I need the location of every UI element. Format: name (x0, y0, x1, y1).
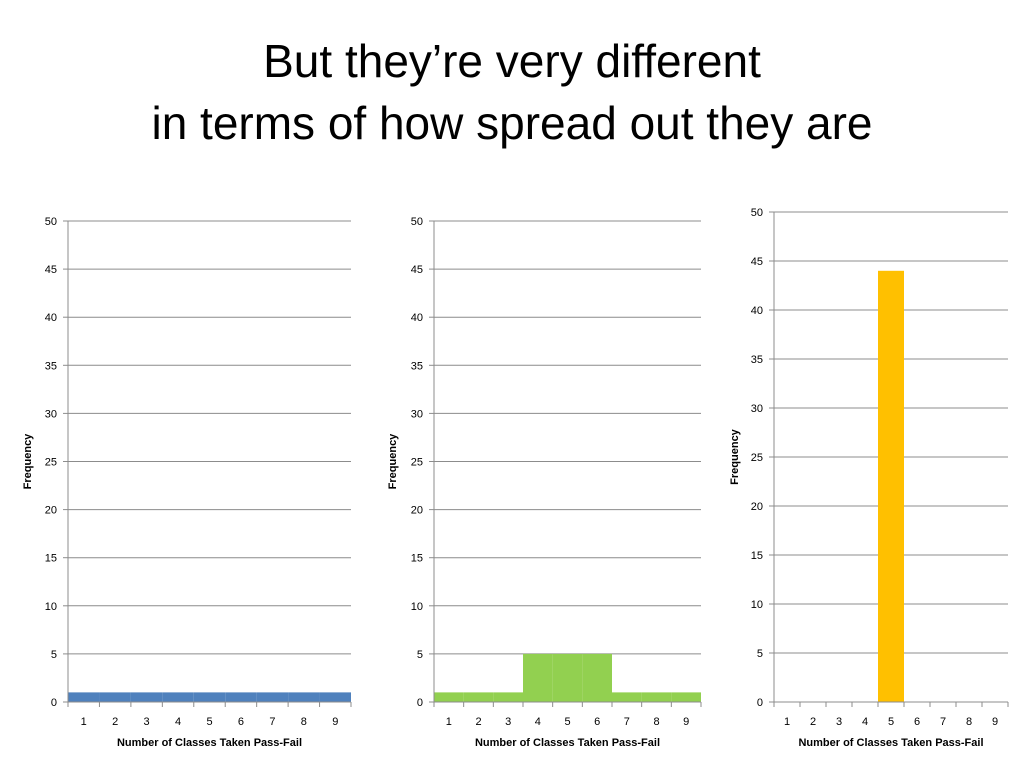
bar-6 (582, 653, 612, 702)
x-tick-label: 2 (112, 716, 118, 728)
y-tick-label: 25 (751, 452, 763, 464)
y-tick-label: 20 (751, 501, 763, 513)
y-tick-label: 30 (45, 408, 57, 420)
y-tick-label: 45 (751, 256, 763, 268)
bar-2 (99, 692, 131, 702)
x-tick-label: 8 (966, 716, 972, 728)
y-tick-label: 40 (751, 305, 763, 317)
x-tick-label: 4 (175, 716, 181, 728)
y-tick-label: 0 (417, 697, 423, 709)
y-tick-label: 20 (45, 505, 57, 517)
bar-3 (493, 692, 523, 702)
x-tick-label: 9 (992, 716, 998, 728)
x-tick-label: 6 (238, 716, 244, 728)
x-tick-label: 5 (888, 716, 894, 728)
bar-7 (256, 692, 289, 702)
y-tick-label: 40 (45, 312, 57, 324)
y-tick-label: 25 (411, 457, 423, 469)
x-tick-label: 8 (301, 716, 307, 728)
bar-5 (878, 270, 904, 702)
y-tick-label: 25 (45, 457, 57, 469)
bar-5 (552, 653, 583, 702)
x-tick-label: 7 (269, 716, 275, 728)
y-tick-label: 0 (51, 697, 57, 709)
x-tick-label: 6 (594, 716, 600, 728)
slide-title: But they’re very different in terms of h… (0, 30, 1024, 154)
x-axis-title: Number of Classes Taken Pass-Fail (798, 737, 983, 749)
y-tick-label: 20 (411, 505, 423, 517)
y-tick-label: 50 (411, 216, 423, 228)
y-tick-label: 15 (45, 553, 57, 565)
bar-4 (162, 692, 194, 702)
bar-5 (193, 692, 226, 702)
bar-8 (288, 692, 320, 702)
y-tick-label: 5 (417, 649, 423, 661)
x-tick-label: 9 (332, 716, 338, 728)
y-axis-title: Frequency (729, 428, 741, 485)
x-tick-label: 6 (914, 716, 920, 728)
x-tick-label: 4 (862, 716, 868, 728)
y-tick-label: 30 (411, 408, 423, 420)
y-tick-label: 0 (757, 697, 763, 709)
y-tick-label: 5 (51, 649, 57, 661)
bar-1 (68, 692, 100, 702)
y-tick-label: 35 (411, 360, 423, 372)
x-axis-title: Number of Classes Taken Pass-Fail (117, 737, 302, 749)
y-tick-label: 10 (45, 601, 57, 613)
bar-9 (319, 692, 351, 702)
y-tick-label: 10 (411, 601, 423, 613)
bar-2 (463, 692, 494, 702)
y-tick-label: 50 (751, 207, 763, 219)
bar-7 (612, 692, 642, 702)
x-tick-label: 1 (784, 716, 790, 728)
x-tick-label: 3 (836, 716, 842, 728)
x-tick-label: 9 (683, 716, 689, 728)
y-tick-label: 15 (751, 550, 763, 562)
bar-6 (225, 692, 257, 702)
x-tick-label: 3 (505, 716, 511, 728)
bar-9 (671, 692, 701, 702)
x-tick-label: 2 (810, 716, 816, 728)
x-tick-label: 3 (144, 716, 150, 728)
x-axis-title: Number of Classes Taken Pass-Fail (475, 737, 660, 749)
y-tick-label: 40 (411, 312, 423, 324)
y-tick-label: 35 (751, 354, 763, 366)
y-tick-label: 45 (411, 264, 423, 276)
y-tick-label: 50 (45, 216, 57, 228)
x-tick-label: 5 (206, 716, 212, 728)
x-tick-label: 1 (446, 716, 452, 728)
slide-title-line-1: But they’re very different (263, 35, 761, 87)
bar-1 (434, 692, 464, 702)
x-tick-label: 2 (475, 716, 481, 728)
y-tick-label: 15 (411, 553, 423, 565)
y-axis-title: Frequency (387, 433, 399, 490)
x-tick-label: 1 (81, 716, 87, 728)
y-axis-title: Frequency (22, 433, 34, 490)
y-tick-label: 35 (45, 360, 57, 372)
x-tick-label: 7 (624, 716, 630, 728)
y-tick-label: 5 (757, 648, 763, 660)
x-tick-label: 4 (535, 716, 541, 728)
x-tick-label: 8 (653, 716, 659, 728)
slide-title-line-2: in terms of how spread out they are (151, 97, 873, 149)
y-tick-label: 30 (751, 403, 763, 415)
bar-8 (641, 692, 672, 702)
bar-4 (523, 653, 553, 702)
bar-3 (130, 692, 163, 702)
y-tick-label: 10 (751, 599, 763, 611)
x-tick-label: 7 (940, 716, 946, 728)
y-tick-label: 45 (45, 264, 57, 276)
x-tick-label: 5 (564, 716, 570, 728)
